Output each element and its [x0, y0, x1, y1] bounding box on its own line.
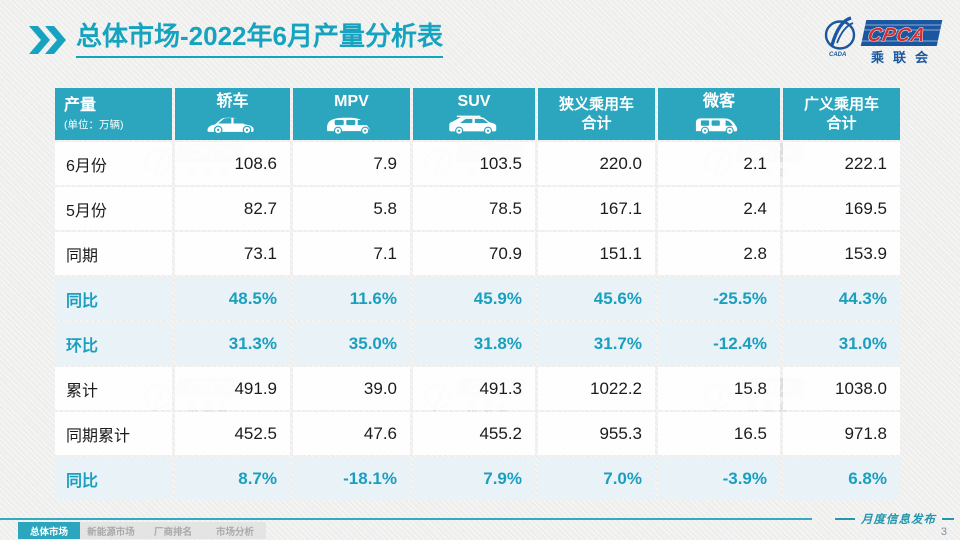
table-cell: 7.9%: [413, 457, 535, 500]
title-bar: 总体市场-2022年6月产量分析表: [28, 21, 443, 58]
page-title-rest: -2022年6月产量分析表: [180, 21, 443, 51]
tab-nev-market[interactable]: 新能源市场: [87, 526, 135, 538]
sedan-icon: [206, 117, 254, 134]
table-cell: 2.8: [658, 232, 780, 275]
column-label: 狭义乘用车: [558, 96, 634, 114]
row-label: 同期累计: [55, 412, 172, 455]
table-cell: 31.0%: [783, 322, 900, 365]
microvan-icon: [695, 118, 738, 135]
table-cell: -18.1%: [293, 457, 410, 500]
table-cell: 491.3: [413, 367, 535, 410]
table-cell: 153.9: [783, 232, 900, 275]
table-cell: 222.1: [783, 142, 900, 185]
row-label: 同比: [55, 457, 172, 500]
column-label: SUV: [457, 93, 491, 111]
table-cell: 491.9: [175, 367, 290, 410]
table-cell: 108.6: [175, 142, 290, 185]
row-label: 5月份: [55, 187, 172, 230]
corner-title: 产量: [64, 97, 97, 115]
table-cell: 35.0%: [293, 322, 410, 365]
corner-unit: (单位：万辆): [64, 118, 124, 131]
table-cell: 78.5: [413, 187, 535, 230]
table-cell: 31.3%: [175, 322, 290, 365]
table-cell: 73.1: [175, 232, 290, 275]
production-table: 产量 (单位：万辆) 轿车 MPV SUV: [55, 88, 903, 500]
logo-emblem-text: CADA: [829, 52, 846, 58]
table-cell: -3.9%: [658, 457, 780, 500]
table-cell: 455.2: [413, 412, 535, 455]
suv-icon: [449, 115, 497, 135]
column-header-microvan: 微客: [658, 88, 780, 140]
double-chevron-icon: [29, 26, 66, 54]
column-header-sedan: 轿车: [175, 88, 290, 140]
mpv-icon: [326, 117, 369, 135]
column-header-broad-pv-total: 广义乘用车 合计: [783, 88, 900, 140]
table-cell: 220.0: [538, 142, 655, 185]
release-dash-right: [942, 518, 954, 520]
table-cell: 2.1: [658, 142, 780, 185]
table-cell: 167.1: [538, 187, 655, 230]
table-cell: 971.8: [783, 412, 900, 455]
column-label-line2: 合计: [581, 114, 612, 132]
row-label: 环比: [55, 322, 172, 365]
table-cell: 45.6%: [538, 277, 655, 320]
column-header-production: 产量 (单位：万辆): [55, 88, 172, 140]
table-cell: -12.4%: [658, 322, 780, 365]
table-cell: 15.8: [658, 367, 780, 410]
table-cell: 31.7%: [538, 322, 655, 365]
table-cell: 955.3: [538, 412, 655, 455]
table-cell: 16.5: [658, 412, 780, 455]
table-cell: 82.7: [175, 187, 290, 230]
table-cell: 151.1: [538, 232, 655, 275]
table-cell: 31.8%: [413, 322, 535, 365]
page-title-prefix: 总体市场: [76, 21, 181, 51]
table-cell: 6.8%: [783, 457, 900, 500]
table-cell: 452.5: [175, 412, 290, 455]
footer-tab-bar: 总体市场 新能源市场 厂商排名 市场分析: [18, 522, 266, 539]
table-cell: 103.5: [413, 142, 535, 185]
release-label-group: 月度信息发布: [835, 511, 954, 527]
table-cell: 8.7%: [175, 457, 290, 500]
row-label: 6月份: [55, 142, 172, 185]
tab-oem-ranking[interactable]: 厂商排名: [153, 526, 192, 538]
table-cell: 39.0: [293, 367, 410, 410]
table-cell: 7.9: [293, 142, 410, 185]
table-cell: 11.6%: [293, 277, 410, 320]
column-label: 广义乘用车: [803, 96, 879, 114]
table-cell: 44.3%: [783, 277, 900, 320]
logo-acronym: CPCA: [866, 25, 928, 46]
table-cell: 45.9%: [413, 277, 535, 320]
table-cell: -25.5%: [658, 277, 780, 320]
table-cell: 1038.0: [783, 367, 900, 410]
tab-market-analysis[interactable]: 市场分析: [215, 526, 254, 538]
column-header-suv: SUV: [413, 88, 535, 140]
row-label: 同比: [55, 277, 172, 320]
column-header-narrow-pv-total: 狭义乘用车 合计: [538, 88, 655, 140]
row-label: 累计: [55, 367, 172, 410]
row-label: 同期: [55, 232, 172, 275]
logo-chinese: 乘联会: [870, 50, 937, 65]
tab-overall-market[interactable]: 总体市场: [18, 522, 80, 539]
column-label: MPV: [334, 93, 369, 111]
table-cell: 47.6: [293, 412, 410, 455]
cpca-logo: CADA CPCA 乘联会: [824, 16, 943, 65]
page-title: 总体市场-2022年6月产量分析表: [76, 21, 443, 58]
column-header-mpv: MPV: [293, 88, 410, 140]
column-label: 微客: [702, 93, 735, 111]
table-cell: 70.9: [413, 232, 535, 275]
table-cell: 7.0%: [538, 457, 655, 500]
table-cell: 5.8: [293, 187, 410, 230]
table-cell: 2.4: [658, 187, 780, 230]
table-cell: 7.1: [293, 232, 410, 275]
table-cell: 169.5: [783, 187, 900, 230]
footer-divider: [0, 518, 812, 520]
column-label-line2: 合计: [826, 114, 857, 132]
column-label: 轿车: [216, 93, 249, 111]
table-cell: 48.5%: [175, 277, 290, 320]
page-number: 3: [940, 526, 947, 538]
release-dash-left: [835, 518, 855, 520]
table-cell: 1022.2: [538, 367, 655, 410]
release-label: 月度信息发布: [861, 514, 936, 526]
